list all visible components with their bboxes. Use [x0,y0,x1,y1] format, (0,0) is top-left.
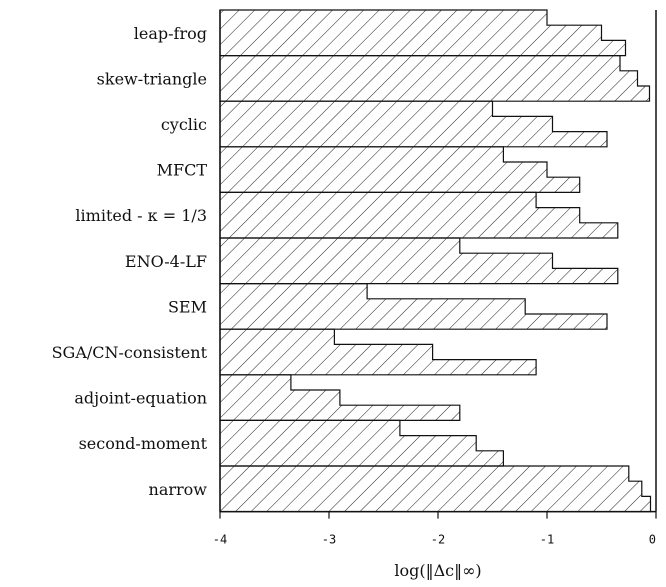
bar-9 [219,419,504,467]
category-label: ENO-4-LF [125,252,207,271]
x-tick-label: -1 [540,533,554,547]
category-label: skew-triangle [97,69,207,88]
x-tick-label: 0 [649,533,656,547]
category-labels: leap-frog skew-triangle cyclic MFCT limited … [52,24,208,499]
category-label: leap-frog [134,24,207,43]
category-label: second-moment [79,434,208,453]
bar-6 [219,283,608,330]
bar-10 [219,465,652,513]
x-axis: -4 -3 -2 -1 0 [213,10,657,547]
bar-2 [219,100,608,148]
category-label: adjoint-equation [74,389,207,408]
bar-1 [219,55,651,102]
category-label: SEM [168,297,207,316]
category-label: SGA/CN-consistent [52,343,208,362]
x-axis-label: log(‖Δc‖∞) [394,561,481,580]
category-label: MFCT [157,161,208,180]
category-label: cyclic [161,115,207,134]
x-tick-label: -2 [431,533,445,547]
bar-3 [219,146,581,193]
x-tick-label: -4 [213,533,227,547]
bar-5 [219,237,619,285]
category-label: narrow [149,480,208,499]
x-tick-label: -3 [322,533,336,547]
bar-4 [219,191,619,239]
category-label: limited - κ = 1/3 [75,206,207,225]
bar-7 [219,328,537,376]
bar-0 [219,9,627,57]
bars-group [219,9,652,513]
bar-8 [219,374,461,421]
